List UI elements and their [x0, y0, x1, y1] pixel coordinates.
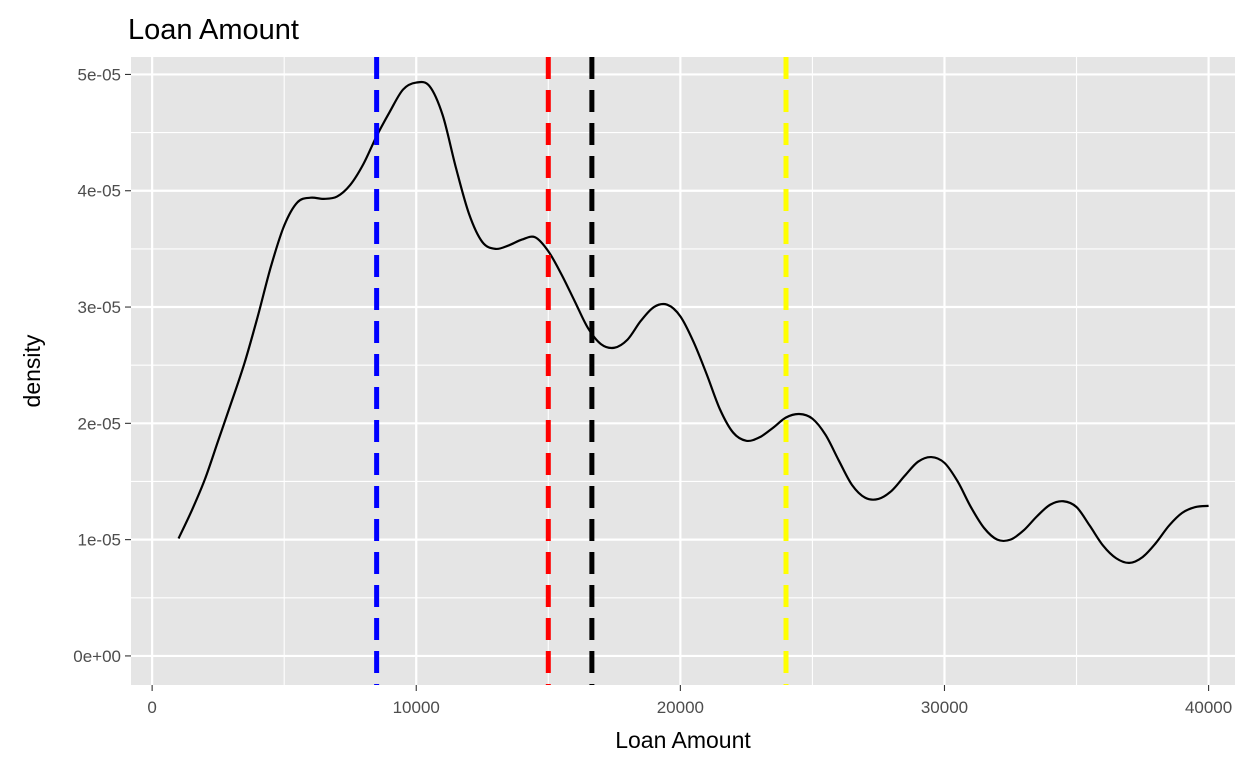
y-tick-label: 1e-05 [78, 531, 121, 550]
y-axis-title: density [19, 334, 45, 407]
x-tick-label: 20000 [657, 698, 704, 717]
y-tick-label: 2e-05 [78, 414, 121, 433]
density-curve [177, 80, 1209, 564]
x-tick-label: 30000 [921, 698, 968, 717]
x-tick-label: 0 [147, 698, 156, 717]
y-tick-label: 0e+00 [73, 647, 121, 666]
x-axis: 0 10000 20000 30000 40000 [147, 685, 1232, 717]
density-layer [177, 80, 1209, 564]
major-gridlines [131, 57, 1235, 685]
x-axis-title: Loan Amount [615, 727, 751, 753]
reference-lines [374, 57, 789, 685]
y-tick-label: 4e-05 [78, 182, 121, 201]
chart-title: Loan Amount [128, 14, 299, 46]
x-tick-label: 40000 [1185, 698, 1232, 717]
y-tick-label: 3e-05 [78, 298, 121, 317]
y-axis: 0e+00 1e-05 2e-05 3e-05 4e-05 5e-05 [73, 65, 131, 666]
y-tick-label: 5e-05 [78, 65, 121, 84]
x-tick-label: 10000 [393, 698, 440, 717]
plot-panel [131, 57, 1235, 685]
